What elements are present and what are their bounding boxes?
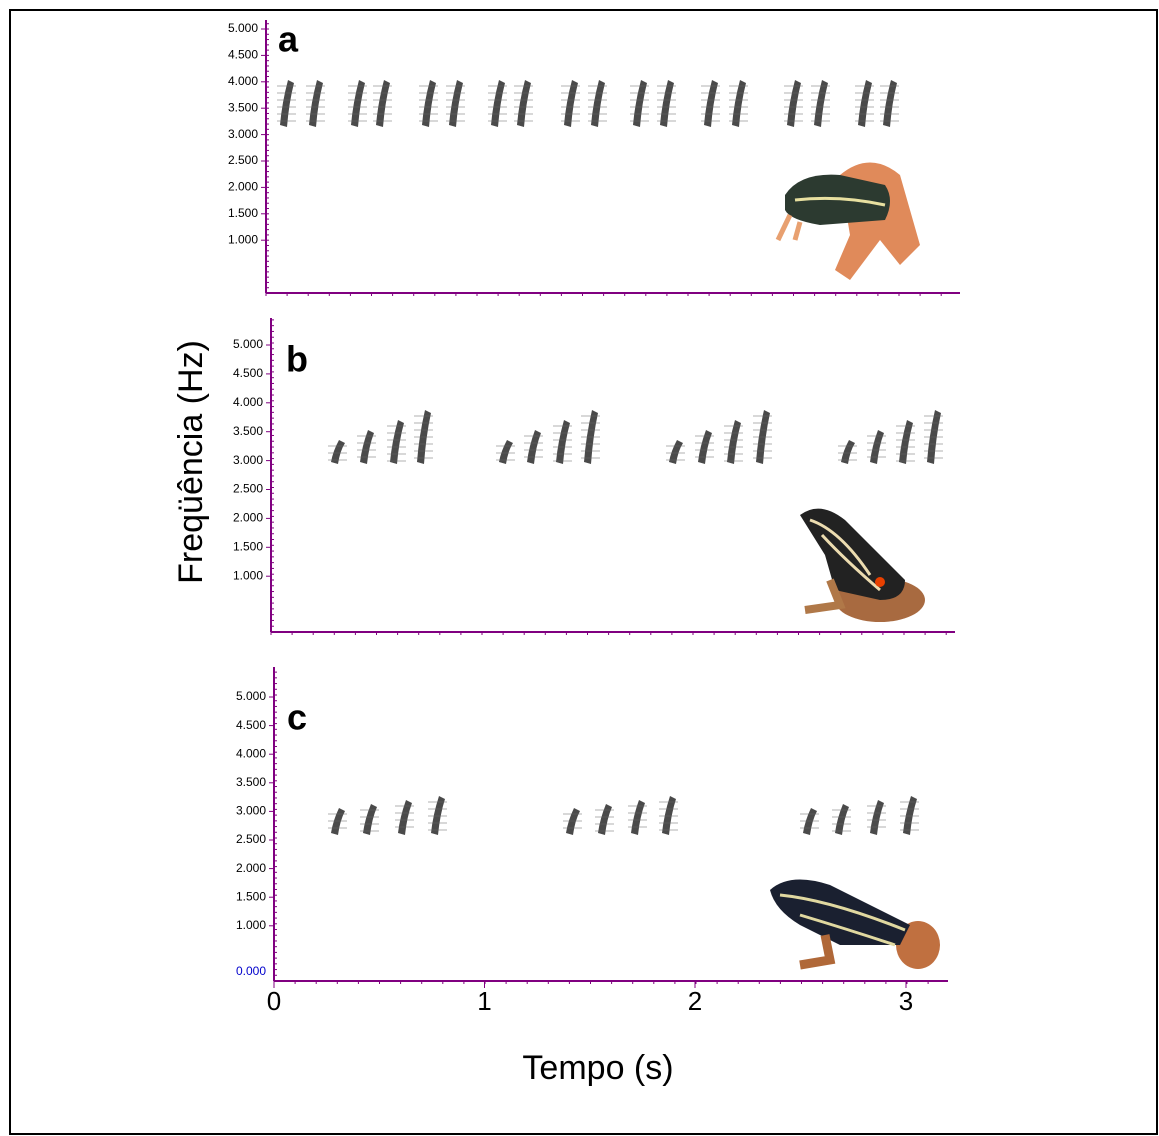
- y-tick-label: 1.000: [233, 568, 263, 582]
- call-note: [390, 420, 404, 464]
- call-note: [858, 80, 872, 127]
- call-note: [883, 80, 897, 127]
- call-note: [556, 420, 570, 464]
- y-axis-label: Freqüência (Hz): [172, 340, 210, 584]
- call-note: [870, 430, 884, 464]
- y-tick-label: 4.500: [236, 718, 266, 732]
- y-tick-label: 2.000: [233, 511, 263, 525]
- x-tick-label: 2: [688, 986, 702, 1016]
- call-note: [376, 80, 390, 127]
- y-tick-label: 3.500: [233, 424, 263, 438]
- call-note: [633, 80, 647, 127]
- y-tick-label: 4.500: [233, 366, 263, 380]
- y-tick-label: 1.000: [228, 232, 258, 246]
- call-note: [591, 80, 605, 127]
- call-note: [517, 80, 531, 127]
- frame: [9, 9, 1158, 1135]
- call-note: [398, 800, 412, 835]
- x-tick-label: 3: [899, 986, 913, 1016]
- y-tick-label: 4.000: [228, 74, 258, 88]
- call-note: [835, 804, 849, 835]
- y-tick-label: 4.000: [233, 395, 263, 409]
- y-tick-label: 3.000: [228, 127, 258, 141]
- call-note: [660, 80, 674, 127]
- x-axis-label: Tempo (s): [522, 1049, 673, 1087]
- y-tick-label: 3.000: [233, 453, 263, 467]
- panel-label: c: [287, 697, 307, 738]
- y-tick-label: 2.500: [228, 153, 258, 167]
- frog-a: [775, 162, 920, 280]
- panel-label: a: [278, 19, 299, 60]
- x-tick-label: 1: [477, 986, 491, 1016]
- call-note: [309, 80, 323, 127]
- y-tick-label: 5.000: [228, 21, 258, 35]
- call-note: [704, 80, 718, 127]
- call-note: [727, 420, 741, 464]
- y-tick-label: 0.000: [236, 964, 266, 978]
- call-note: [698, 430, 712, 464]
- y-tick-label: 4.000: [236, 746, 266, 760]
- call-note: [280, 80, 294, 127]
- y-tick-label: 2.000: [228, 180, 258, 194]
- y-tick-label: 5.000: [233, 337, 263, 351]
- panel-label: b: [286, 339, 308, 380]
- call-note: [564, 80, 578, 127]
- y-tick-label: 1.000: [236, 918, 266, 932]
- call-note: [598, 804, 612, 835]
- y-tick-label: 3.500: [228, 100, 258, 114]
- y-tick-label: 4.500: [228, 48, 258, 62]
- y-tick-label: 2.000: [236, 861, 266, 875]
- call-note: [363, 804, 377, 835]
- y-tick-label: 3.500: [236, 775, 266, 789]
- call-note: [491, 80, 505, 127]
- call-note: [422, 80, 436, 127]
- call-note: [449, 80, 463, 127]
- call-note: [631, 800, 645, 835]
- y-tick-label: 1.500: [228, 206, 258, 220]
- call-note: [527, 430, 541, 464]
- call-note: [360, 430, 374, 464]
- call-note: [732, 80, 746, 127]
- y-tick-label: 2.500: [233, 482, 263, 496]
- y-tick-label: 1.500: [233, 539, 263, 553]
- call-note: [870, 800, 884, 835]
- y-tick-label: 3.000: [236, 804, 266, 818]
- call-note: [899, 420, 913, 464]
- x-tick-label: 0: [267, 986, 281, 1016]
- call-note: [787, 80, 801, 127]
- frog-b: [800, 508, 925, 622]
- call-note: [351, 80, 365, 127]
- call-note: [814, 80, 828, 127]
- frog-c: [770, 879, 940, 970]
- y-tick-label: 5.000: [236, 689, 266, 703]
- y-tick-label: 1.500: [236, 889, 266, 903]
- y-tick-label: 2.500: [236, 832, 266, 846]
